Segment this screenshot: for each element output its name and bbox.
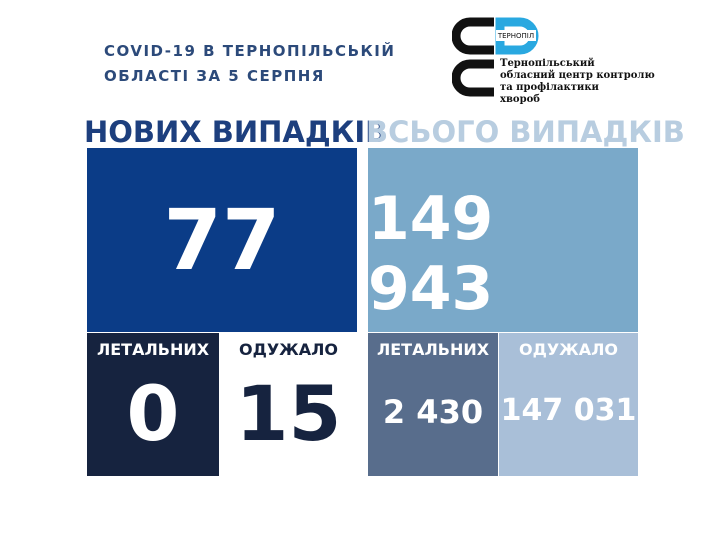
logo: ТЕРНОПІЛ <box>452 17 539 97</box>
logo-line: обласний центр контролю <box>500 70 655 81</box>
value: 147 031 <box>500 393 637 428</box>
deaths-panel: ЛЕТАЛЬНИХ 2 430 <box>368 333 498 476</box>
logo-line: Тернопільський <box>500 58 595 69</box>
heading: ВСЬОГО ВИПАДКІВ <box>366 115 685 149</box>
label: ЛЕТАЛЬНИХ <box>96 340 210 359</box>
value: 15 <box>235 369 342 458</box>
value: 0 <box>126 369 180 458</box>
logo-line: хвороб <box>500 94 540 105</box>
heading: НОВИХ ВИПАДКІВ <box>84 115 388 149</box>
recovered-panel: ОДУЖАЛО 147 031 <box>499 333 638 476</box>
total-panel: 149 943 <box>368 148 638 332</box>
deaths-panel: ЛЕТАЛЬНИХ 0 <box>87 333 219 476</box>
logo-line: та профілактики <box>500 82 599 93</box>
total-value: 149 943 <box>368 184 494 324</box>
title-line: ОБЛАСТІ ЗА 5 СЕРПНЯ <box>104 67 325 85</box>
total-panel: 77 <box>87 148 357 332</box>
title-line: COVID-19 В ТЕРНОПІЛЬСЬКІЙ <box>104 42 396 60</box>
label: ОДУЖАЛО <box>518 340 619 359</box>
logo-text: Тернопільський обласний центр контролю т… <box>500 58 655 106</box>
label: ЛЕТАЛЬНИХ <box>376 340 490 359</box>
label: ОДУЖАЛО <box>238 340 339 359</box>
logo-badge: ТЕРНОПІЛ <box>497 32 534 40</box>
total-value: 77 <box>163 191 281 289</box>
recovered-panel: ОДУЖАЛО 15 <box>220 333 357 476</box>
value: 2 430 <box>382 393 484 431</box>
